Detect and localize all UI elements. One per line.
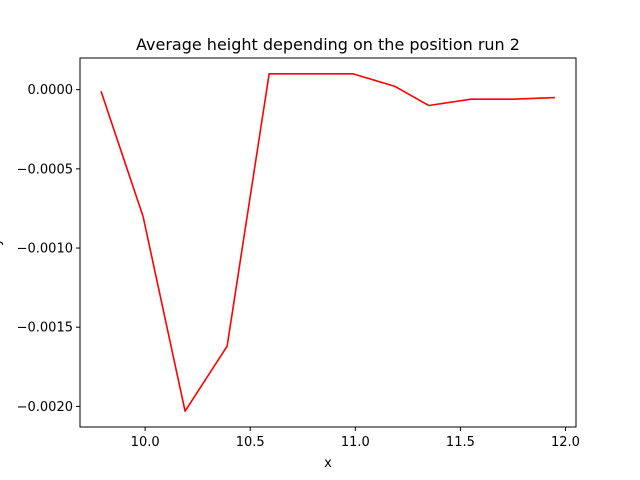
x-tick-label: 11.5 — [446, 435, 475, 450]
y-axis-label: y — [0, 238, 4, 246]
y-tick-label: −0.0015 — [17, 321, 73, 336]
x-tick-label: 10.5 — [236, 435, 265, 450]
x-axis-label: x — [324, 456, 332, 471]
x-tick-label: 10.0 — [131, 435, 160, 450]
y-axis: 0.0000 −0.0005 −0.0010 −0.0015 −0.0020 — [17, 83, 80, 415]
x-tick-label: 12.0 — [551, 435, 580, 450]
y-tick-label: −0.0005 — [17, 162, 73, 177]
plot-frame — [79, 57, 577, 428]
plot-area — [79, 57, 577, 428]
x-tick-label: 11.0 — [341, 435, 370, 450]
x-axis: 10.0 10.5 11.0 11.5 12.0 — [131, 427, 580, 450]
y-tick-label: 0.0000 — [28, 83, 74, 98]
series-line — [100, 73, 556, 412]
y-tick-label: −0.0020 — [17, 400, 73, 415]
chart-title: Average height depending on the position… — [136, 35, 520, 54]
series-layer — [100, 73, 556, 412]
y-tick-label: −0.0010 — [17, 242, 73, 257]
